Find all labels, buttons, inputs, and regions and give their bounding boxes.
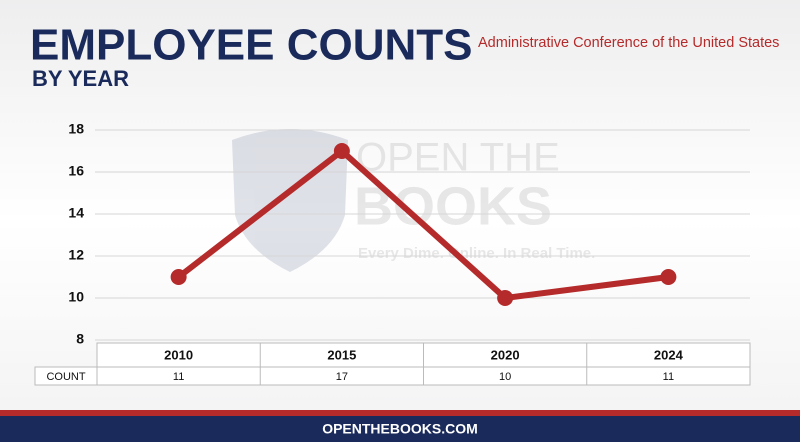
data-point [170,269,187,285]
agency-name: Administrative Conference of the United … [478,35,779,51]
table-value: 17 [336,371,348,383]
data-line [176,148,669,301]
footer-text: OPENTHEBOOKS.COM [322,421,478,437]
table-row [34,366,751,386]
data-point [660,269,677,285]
x-tick-label: 2010 [164,347,193,362]
x-tick-label: 2020 [491,347,520,362]
y-tick-label: 8 [76,331,84,347]
watermark: OPEN THE BOOKS Every Dime. Online. In Re… [232,129,595,272]
footer-band [0,416,800,442]
x-tick-label: 2024 [654,347,684,362]
y-tick-label: 16 [68,163,84,179]
chart-subtitle: BY YEAR [32,66,129,91]
y-tick-label: 12 [68,247,84,263]
table-row-label: COUNT [46,371,85,383]
data-point [497,290,514,306]
table-value: 10 [499,371,511,383]
chart-title: EMPLOYEE COUNTS [30,21,473,70]
table-value: 11 [663,371,674,383]
table-value: 11 [173,371,184,383]
watermark-text: Every Dime. Online. In Real Time. [358,245,595,262]
x-tick-label: 2015 [327,347,356,362]
watermark-text: OPEN THE [356,136,560,180]
y-tick-label: 18 [68,121,84,137]
y-tick-label: 10 [68,289,84,305]
y-tick-label: 14 [68,205,84,221]
footer-stripe [0,410,800,416]
watermark-text: BOOKS [354,176,552,236]
watermark-shield [232,129,348,272]
data-point [333,143,350,159]
